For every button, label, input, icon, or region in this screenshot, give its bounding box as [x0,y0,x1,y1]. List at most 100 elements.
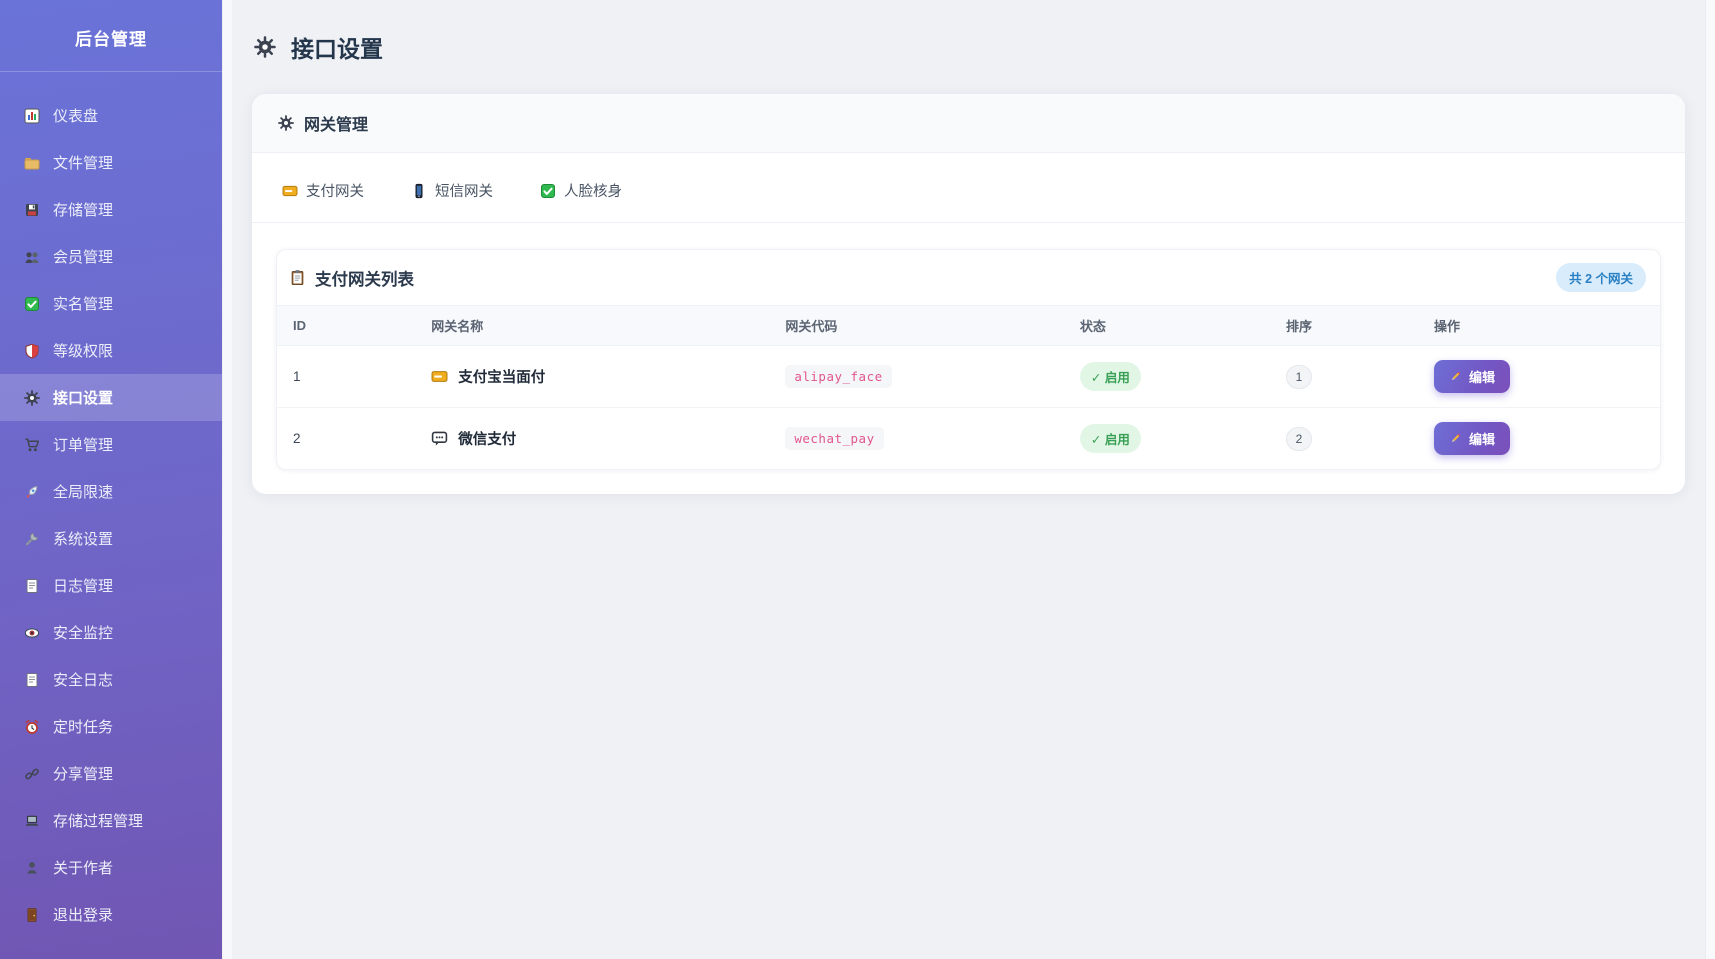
sidebar-item-12[interactable]: 安全监控 [0,609,222,656]
dashboard-icon [24,108,40,124]
gateway-code: wechat_pay [785,427,884,450]
sidebar-item-18[interactable]: 退出登录 [0,891,222,938]
disk-icon [24,202,40,218]
panel-title-text: 支付网关列表 [315,270,414,289]
wrench-icon [24,531,40,547]
table-row: 2 微信支付 wechat_pay ✓ 启用 2 编辑 [277,408,1660,470]
column-id: ID [277,305,416,346]
tab-1[interactable]: 支付网关 [282,180,364,201]
edit-button[interactable]: 编辑 [1433,422,1510,455]
sidebar-item-label: 等级权限 [53,343,114,360]
cell-sort: 2 [1270,408,1418,470]
sidebar-item-label: 接口设置 [53,390,114,407]
sidebar-item-5[interactable]: 实名管理 [0,280,222,327]
cell-id: 1 [277,345,416,408]
table-row: 1 支付宝当面付 alipay_face ✓ 启用 1 编辑 [277,345,1660,408]
sidebar-item-11[interactable]: 日志管理 [0,562,222,609]
cell-name: 支付宝当面付 [415,345,770,408]
sidebar-item-3[interactable]: 存储管理 [0,186,222,233]
tab-label: 支付网关 [306,184,364,200]
pencil-icon [1449,370,1462,383]
cell-sort: 1 [1269,345,1418,408]
sidebar-item-9[interactable]: 全局限速 [0,468,222,515]
cell-status: ✓ 启用 [1063,345,1270,408]
main-content: 接口设置 网关管理 支付网关 短信网关 人脸核身 支付网关列表 共 2 个网关 [232,0,1705,959]
sidebar-item-16[interactable]: 存储过程管理 [0,797,222,844]
page-title-text: 接口设置 [291,36,383,62]
phone-icon [411,183,427,199]
page-title: 接口设置 [254,30,1685,64]
alarm-icon [24,719,40,735]
cell-code: alipay_face [769,345,1064,408]
edit-button-label: 编辑 [1468,370,1495,385]
sidebar-item-label: 存储过程管理 [53,813,144,830]
sidebar-item-6[interactable]: 等级权限 [0,327,222,374]
edit-button[interactable]: 编辑 [1433,360,1510,393]
sidebar-scrollbar[interactable] [222,0,232,959]
sidebar-item-label: 仪表盘 [53,108,99,125]
sidebar-item-label: 定时任务 [53,719,114,736]
panel-title: 支付网关列表 [289,266,414,290]
tab-3[interactable]: 人脸核身 [540,180,622,201]
laptop-icon [24,813,40,829]
cell-actions: 编辑 [1418,408,1660,470]
gateway-name: 微信支付 [458,432,517,448]
gateway-code: alipay_face [785,365,892,388]
sidebar-item-label: 文件管理 [53,155,114,172]
shield-icon [24,343,40,359]
sidebar-item-label: 关于作者 [53,860,114,877]
document-icon [24,578,40,594]
door-icon [24,907,40,923]
gateway-tabs: 支付网关 短信网关 人脸核身 [252,153,1685,223]
main-scrollbar[interactable] [1705,0,1715,959]
table-header-row: ID 网关名称 网关代码 状态 排序 操作 [277,305,1660,346]
sidebar-item-label: 安全日志 [53,672,114,689]
cell-status: ✓ 启用 [1064,408,1270,470]
tab-label: 人脸核身 [564,184,622,200]
cell-actions: 编辑 [1417,345,1660,408]
sidebar-item-label: 订单管理 [53,437,114,454]
clipboard-icon [289,269,306,286]
sidebar-item-8[interactable]: 订单管理 [0,421,222,468]
column-code: 网关代码 [769,305,1064,346]
panel-header: 支付网关列表 共 2 个网关 [277,250,1660,305]
column-status: 状态 [1063,305,1270,346]
gateway-management-card: 网关管理 支付网关 短信网关 人脸核身 支付网关列表 共 2 个网关 [252,94,1685,494]
sidebar-item-15[interactable]: 分享管理 [0,750,222,797]
column-name: 网关名称 [415,305,770,346]
sidebar-item-label: 安全监控 [53,625,114,642]
tab-2[interactable]: 短信网关 [411,180,493,201]
sidebar-item-4[interactable]: 会员管理 [0,233,222,280]
gateway-count-badge: 共 2 个网关 [1556,263,1646,292]
status-badge: ✓ 启用 [1079,362,1141,391]
card-title: 网关管理 [304,117,369,134]
folder-icon [24,155,40,171]
sidebar-item-2[interactable]: 文件管理 [0,139,222,186]
sidebar-item-14[interactable]: 定时任务 [0,703,222,750]
tab-label: 短信网关 [435,184,493,200]
sidebar-item-10[interactable]: 系统设置 [0,515,222,562]
sidebar-item-label: 分享管理 [53,766,114,783]
check-green-icon [24,296,40,312]
edit-button-label: 编辑 [1468,432,1495,447]
sidebar-item-label: 实名管理 [53,296,114,313]
sidebar-item-label: 退出登录 [53,907,114,924]
sidebar-item-17[interactable]: 关于作者 [0,844,222,891]
eye-icon [24,625,40,641]
chat-icon [431,430,448,447]
payment-gateway-list-panel: 支付网关列表 共 2 个网关 ID 网关名称 网关代码 状态 [276,249,1661,470]
card-header: 网关管理 [252,94,1685,153]
sort-badge: 2 [1285,426,1312,451]
sidebar-item-label: 存储管理 [53,202,114,219]
app-title: 后台管理 [0,0,222,72]
sidebar-item-label: 全局限速 [53,484,114,501]
sidebar-item-1[interactable]: 仪表盘 [0,92,222,139]
sort-badge: 1 [1285,364,1312,389]
sidebar-item-label: 会员管理 [53,249,114,266]
sidebar-item-13[interactable]: 安全日志 [0,656,222,703]
document-icon [24,672,40,688]
sidebar-item-7[interactable]: 接口设置 [0,374,222,421]
sidebar-item-label: 系统设置 [53,531,114,548]
sidebar-item-label: 日志管理 [53,578,114,595]
gear-icon [254,36,276,58]
